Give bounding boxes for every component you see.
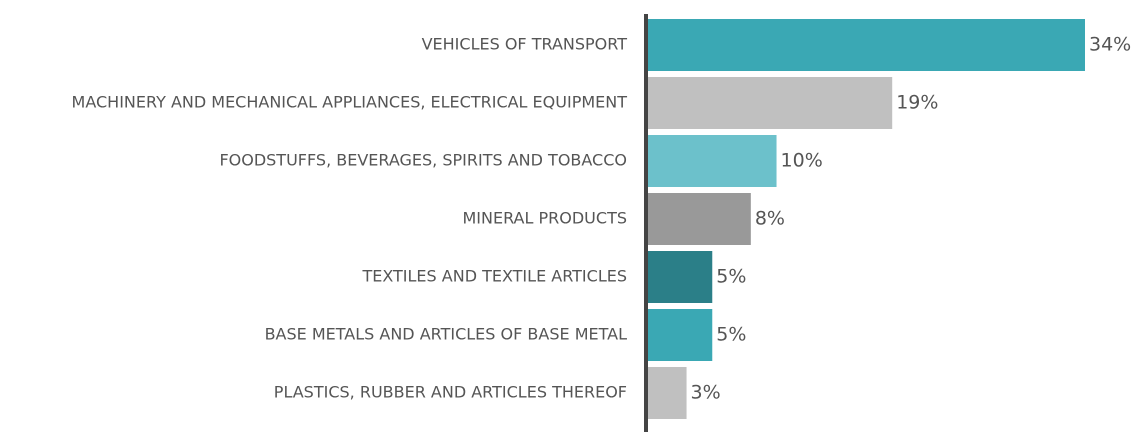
value-label: 3% [691,382,721,404]
category-label: FOODSTUFFS, BEVERAGES, SPIRITS AND TOBAC… [219,151,627,170]
bar [648,77,893,129]
category-label: TEXTILES AND TEXTILE ARTICLES [361,267,627,286]
category-label: VEHICLES OF TRANSPORT [422,35,628,54]
bar [648,367,687,419]
bar [648,135,777,187]
category-label: PLASTICS, RUBBER AND ARTICLES THEREOF [274,383,627,402]
bar [648,309,713,361]
bar [648,193,751,245]
value-label: 19% [896,92,938,114]
value-label: 5% [716,324,746,346]
category-label: MINERAL PRODUCTS [462,209,627,228]
category-label: MACHINERY AND MECHANICAL APPLIANCES, ELE… [72,93,628,112]
bar [648,19,1085,71]
value-label: 5% [716,266,746,288]
value-label: 10% [781,150,823,172]
bar [648,251,713,303]
value-label: 34% [1089,34,1131,56]
value-label: 8% [755,208,785,230]
category-label: BASE METALS AND ARTICLES OF BASE METAL [265,325,628,344]
